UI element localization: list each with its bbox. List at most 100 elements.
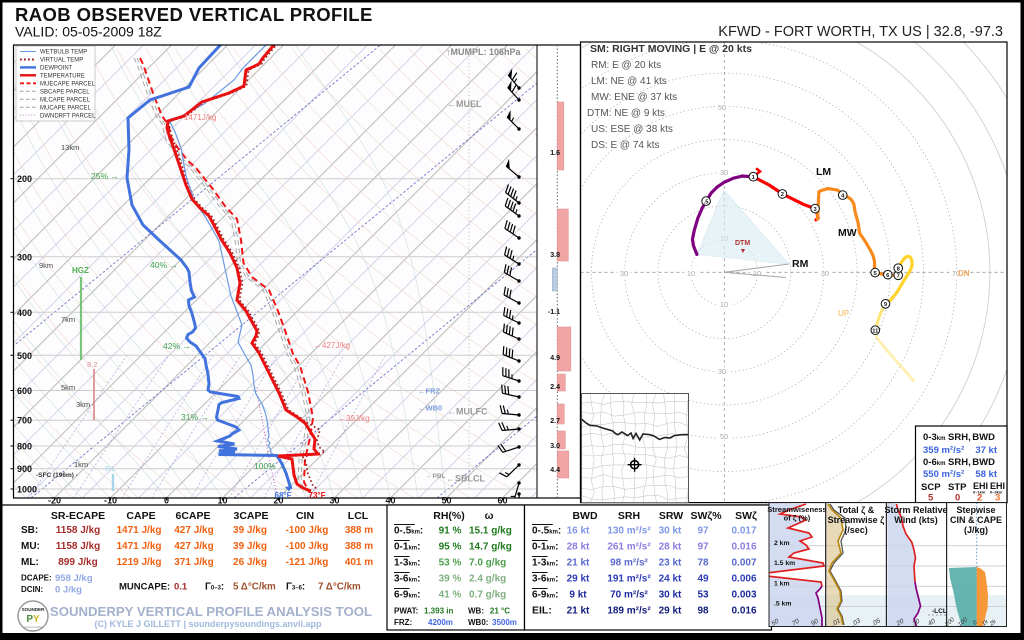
- svg-text:←39J/kg: ←39J/kg: [338, 414, 370, 423]
- svg-text:▼: ▼: [740, 248, 747, 255]
- svg-text:14.7 g/kg: 14.7 g/kg: [469, 542, 512, 553]
- svg-text:0-1km:: 0-1km:: [394, 542, 420, 553]
- svg-text:SRH: SRH: [618, 510, 640, 522]
- svg-text:3: 3: [813, 207, 817, 213]
- svg-text:ω: ω: [485, 510, 494, 522]
- svg-text:3-6km:: 3-6km:: [394, 574, 420, 585]
- svg-text:LM: NE @ 41 kts: LM: NE @ 41 kts: [591, 76, 667, 87]
- svg-text:0-.5km:: 0-.5km:: [394, 526, 423, 537]
- svg-text:30: 30: [821, 269, 829, 278]
- svg-text:Γ0–3:: Γ0–3:: [205, 582, 224, 593]
- svg-text:0–3km: 0–3km: [990, 490, 1003, 495]
- svg-text:1471J/kg: 1471J/kg: [184, 113, 216, 122]
- svg-text:68°F: 68°F: [275, 491, 292, 500]
- svg-text:1471 J/kg: 1471 J/kg: [116, 541, 161, 552]
- svg-text:3.0: 3.0: [550, 443, 560, 450]
- svg-text:Γ3–6:: Γ3–6:: [286, 582, 305, 593]
- svg-text:0-.5km:: 0-.5km:: [532, 526, 561, 537]
- svg-text:SCP: SCP: [921, 482, 941, 493]
- svg-text:1-3km:: 1-3km:: [394, 558, 420, 569]
- svg-text:50: 50: [441, 496, 451, 506]
- svg-text:10: 10: [687, 269, 695, 278]
- svg-text:Storm Relative: Storm Relative: [884, 505, 947, 515]
- svg-text:.5 km: .5 km: [774, 601, 791, 608]
- svg-text:CAPE: CAPE: [126, 510, 155, 522]
- svg-text:Stepwise: Stepwise: [956, 505, 995, 515]
- svg-text:3.8: 3.8: [550, 252, 560, 259]
- svg-text:LCL: LCL: [348, 510, 369, 522]
- svg-text:0.003: 0.003: [731, 590, 756, 601]
- svg-text:-100 J/kg: -100 J/kg: [286, 525, 329, 536]
- svg-text:-LCL: -LCL: [932, 608, 947, 615]
- svg-text:CIN: CIN: [296, 510, 314, 522]
- svg-text:21 kt: 21 kt: [567, 606, 590, 617]
- svg-text:EHI: EHI: [990, 481, 1005, 491]
- svg-text:70: 70: [952, 269, 960, 278]
- svg-text:(/sec): (/sec): [844, 525, 868, 535]
- svg-text:MW: MW: [838, 227, 857, 239]
- svg-text:RM: RM: [792, 258, 809, 270]
- svg-text:0.7 g/kg: 0.7 g/kg: [469, 590, 506, 601]
- svg-text:MUNCAPE:: MUNCAPE:: [119, 582, 170, 593]
- svg-text:30: 30: [329, 496, 339, 506]
- svg-text:(C) KYLE J GILLETT | sounderpy: (C) KYLE J GILLETT | sounderpysoundings.…: [94, 619, 322, 629]
- svg-text:8: 8: [897, 266, 901, 272]
- svg-text:0–1km: 0–1km: [973, 490, 986, 495]
- svg-text:RAOB OBSERVED VERTICAL PROFILE: RAOB OBSERVED VERTICAL PROFILE: [15, 4, 373, 25]
- svg-text:RH(%): RH(%): [433, 510, 465, 522]
- svg-text:CIN & CAPE: CIN & CAPE: [950, 515, 1002, 525]
- svg-text:10: 10: [217, 496, 227, 506]
- svg-text:-SFC (196m) -: -SFC (196m) -: [36, 472, 78, 479]
- svg-text:30: 30: [620, 269, 628, 278]
- svg-text:←MUEL: ←MUEL: [447, 99, 482, 109]
- svg-text:70 m²/s²: 70 m²/s²: [610, 590, 648, 601]
- svg-text:6-9km:: 6-9km:: [394, 590, 420, 601]
- svg-text:MU:: MU:: [21, 541, 40, 552]
- svg-text:9: 9: [884, 302, 888, 308]
- svg-text:191 m²/s²: 191 m²/s²: [607, 574, 651, 585]
- svg-text:550 m²/s²: 550 m²/s²: [923, 469, 964, 480]
- svg-text:11: 11: [872, 328, 879, 334]
- svg-text:DCAPE:: DCAPE:: [21, 574, 52, 583]
- svg-text:100% →: 100% →: [254, 461, 287, 471]
- svg-text:0: 0: [955, 493, 960, 504]
- svg-text:STP: STP: [948, 482, 967, 493]
- svg-text:3CAPE: 3CAPE: [233, 510, 268, 522]
- svg-text:PWAT:: PWAT:: [394, 607, 418, 616]
- svg-text:700: 700: [17, 416, 32, 426]
- svg-text:vertical profiles: vertical profiles: [23, 625, 44, 629]
- svg-text:1km: 1km: [74, 460, 88, 469]
- svg-text:21 kt: 21 kt: [567, 558, 590, 569]
- svg-text:1.6: 1.6: [550, 150, 560, 157]
- svg-text:9km: 9km: [39, 261, 53, 270]
- svg-text:2.4 g/kg: 2.4 g/kg: [469, 574, 506, 585]
- svg-text:←PBL: ←PBL: [426, 473, 446, 480]
- svg-text:PY: PY: [26, 614, 40, 625]
- svg-text:70: 70: [791, 618, 801, 628]
- svg-text:-10: -10: [104, 496, 117, 506]
- svg-text:90: 90: [810, 618, 820, 628]
- svg-text:-1.1: -1.1: [548, 309, 560, 316]
- svg-text:5: 5: [928, 493, 934, 504]
- svg-text:4200m: 4200m: [428, 618, 453, 627]
- svg-text:400: 400: [17, 308, 32, 318]
- svg-text:91 %: 91 %: [439, 526, 462, 537]
- svg-text:MUECAPE PARCEL: MUECAPE PARCEL: [40, 82, 96, 88]
- svg-text:78: 78: [697, 558, 709, 569]
- svg-text:1158 J/kg: 1158 J/kg: [56, 541, 100, 552]
- svg-text:41 %: 41 %: [439, 590, 462, 601]
- svg-text:1219 J/kg: 1219 J/kg: [116, 557, 161, 568]
- svg-text:388 m: 388 m: [345, 541, 373, 552]
- svg-text:←MULFC: ←MULFC: [447, 407, 488, 417]
- svg-text:50: 50: [770, 618, 780, 628]
- svg-text:BWD: BWD: [972, 457, 995, 468]
- svg-text:30: 30: [718, 367, 726, 376]
- svg-text:39 J/kg: 39 J/kg: [233, 525, 267, 536]
- svg-text:SOUNDER: SOUNDER: [22, 607, 45, 612]
- svg-text:←SBLCL: ←SBLCL: [446, 474, 485, 484]
- svg-text:2k: 2k: [988, 618, 998, 628]
- svg-text:MW: ENE @ 37 kts: MW: ENE @ 37 kts: [591, 92, 677, 103]
- svg-text:DTM: DTM: [735, 240, 750, 247]
- svg-text:5km: 5km: [61, 383, 75, 392]
- svg-text:10: 10: [753, 269, 761, 278]
